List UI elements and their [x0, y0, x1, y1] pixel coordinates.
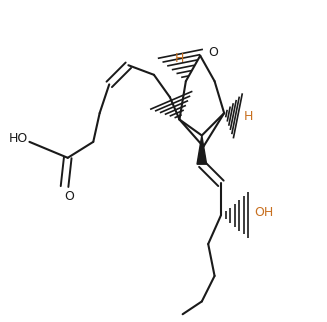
Text: O: O — [64, 190, 74, 203]
Text: H: H — [243, 110, 253, 123]
Text: O: O — [208, 46, 218, 59]
Text: OH: OH — [254, 205, 274, 219]
Polygon shape — [197, 136, 207, 164]
Text: HO: HO — [9, 132, 28, 145]
Text: H: H — [175, 52, 184, 65]
